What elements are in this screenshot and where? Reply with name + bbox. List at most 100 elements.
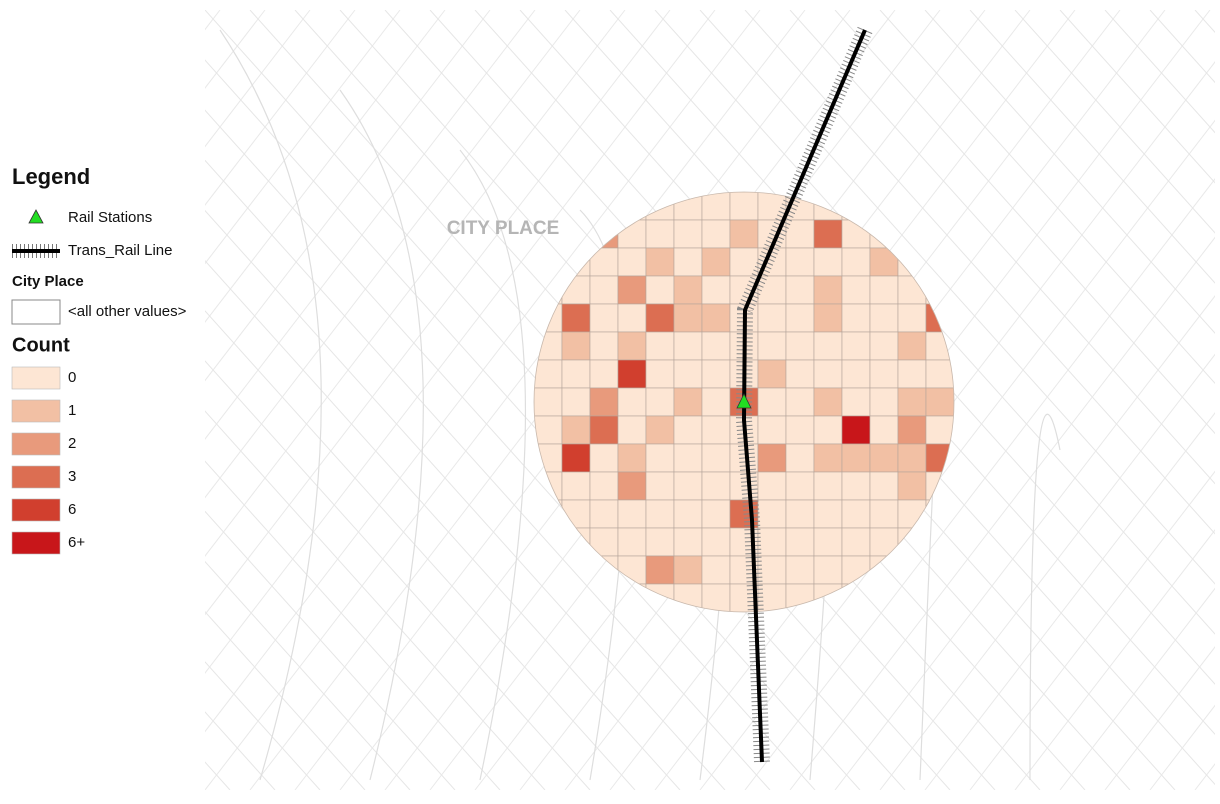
count-cell [785, 219, 815, 249]
count-cell [673, 555, 703, 585]
count-cell [897, 387, 927, 417]
street [205, 360, 591, 790]
count-cell [561, 303, 591, 333]
place-label: CITY PLACE [447, 218, 560, 239]
count-cell [645, 387, 675, 417]
count-cell [589, 387, 619, 417]
count-cell [617, 443, 647, 473]
street [205, 510, 456, 790]
street [205, 10, 311, 148]
legend-label: Trans_Rail Line [68, 242, 173, 259]
street [205, 10, 581, 499]
street [205, 10, 626, 557]
count-cell [813, 387, 843, 417]
count-cell [561, 331, 591, 361]
count-cell [701, 275, 731, 305]
count-cell [757, 331, 787, 361]
count-cell [785, 331, 815, 361]
street [654, 10, 1215, 635]
street [205, 10, 761, 733]
count-cell [589, 527, 619, 557]
count-cell [813, 247, 843, 277]
count-cell [673, 583, 703, 612]
count-cell [841, 303, 871, 333]
count-cell [729, 192, 759, 221]
count-cell [813, 303, 843, 333]
legend-label: 0 [68, 369, 76, 386]
count-cell [757, 583, 787, 612]
street [205, 10, 356, 206]
count-cell [673, 275, 703, 305]
count-cell [813, 583, 843, 612]
street [205, 10, 536, 440]
count-cell [813, 415, 843, 445]
street [205, 109, 816, 790]
street [205, 259, 681, 790]
street [205, 10, 716, 674]
legend-label: 3 [68, 468, 76, 485]
count-cell [925, 359, 954, 389]
count-cell [841, 583, 871, 612]
count-cell [589, 303, 619, 333]
count-cell [701, 387, 731, 417]
count-cell [561, 359, 591, 389]
count-cell [534, 583, 563, 612]
count-cell [673, 527, 703, 557]
count-cell [841, 471, 871, 501]
buffer-outline [533, 191, 955, 613]
legend-station-symbol [28, 209, 44, 224]
street [1194, 10, 1215, 34]
count-cell [645, 219, 675, 249]
count-cell [869, 331, 899, 361]
count-cell [925, 415, 954, 445]
count-cell [841, 331, 871, 361]
count-cell [869, 387, 899, 417]
count-cell [785, 247, 815, 277]
count-cell [897, 471, 927, 501]
count-cell [813, 443, 843, 473]
street [459, 149, 527, 781]
count-cell [785, 415, 815, 445]
count-cell [785, 471, 815, 501]
count-cell [785, 443, 815, 473]
count-cell [673, 359, 703, 389]
count-cell [813, 471, 843, 501]
legend-swatch [11, 498, 61, 522]
legend-label: 1 [68, 402, 76, 419]
count-cell [561, 415, 591, 445]
street [205, 10, 446, 323]
rail-line [741, 29, 867, 763]
legend-subtitle: City Place [12, 273, 84, 290]
street [205, 610, 366, 790]
count-cell [645, 331, 675, 361]
count-cell [785, 555, 815, 585]
count-cell [757, 275, 787, 305]
street [339, 89, 424, 781]
legend-swatch [11, 366, 61, 390]
count-cell [701, 499, 731, 529]
street [654, 61, 1215, 790]
count-cell [673, 303, 703, 333]
count-cell [645, 192, 675, 221]
count-cell [813, 192, 843, 221]
count-cell [841, 415, 871, 445]
count-cell [617, 303, 647, 333]
count-cell [617, 387, 647, 417]
count-cell [869, 247, 899, 277]
street [1014, 529, 1215, 790]
count-cell [534, 275, 563, 305]
count-cell [813, 219, 843, 249]
count-cell [757, 471, 787, 501]
street [1194, 763, 1215, 790]
count-cell [813, 555, 843, 585]
count-cell [645, 471, 675, 501]
count-cell [869, 415, 899, 445]
count-cell [645, 555, 675, 585]
count-cell [925, 303, 954, 333]
count-cell [617, 527, 647, 557]
legend-label: 6 [68, 501, 76, 518]
count-cell [534, 471, 563, 501]
count-cell [841, 359, 871, 389]
count-cell [589, 471, 619, 501]
